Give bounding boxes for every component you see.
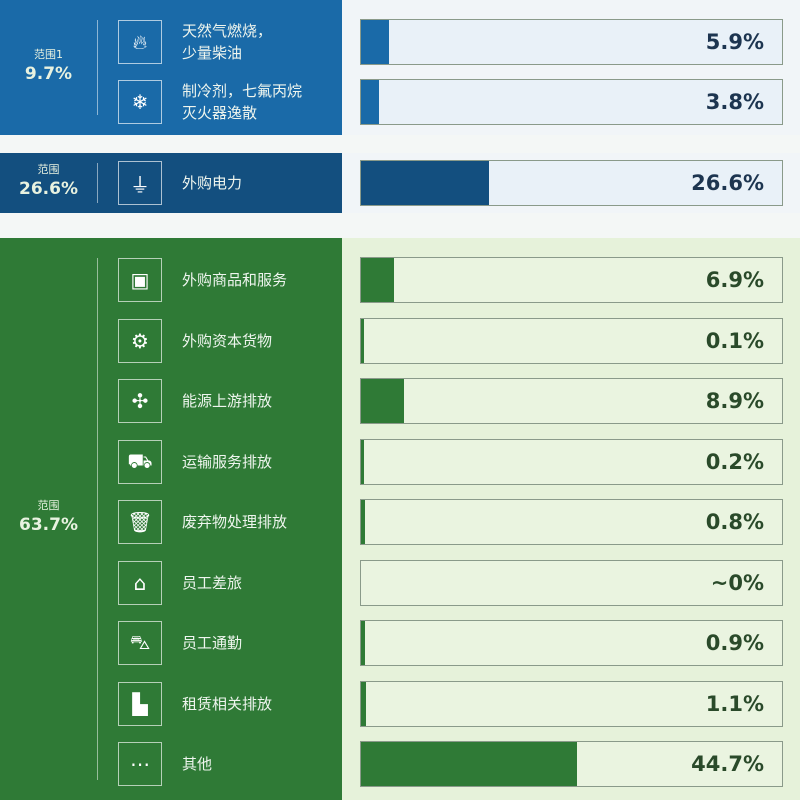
divider xyxy=(97,20,98,115)
scope-section-2: 范围 26.6% ⏚ 外购电力 26.6% xyxy=(0,153,800,213)
data-label: 0.1% xyxy=(705,328,764,353)
bar-track: 0.9% xyxy=(360,620,783,666)
divider xyxy=(97,163,98,203)
bar-track: 0.1% xyxy=(360,318,783,364)
bar-fill xyxy=(361,20,390,64)
bar-fill xyxy=(361,319,364,363)
wind-turbine-icon: ✣ xyxy=(118,379,162,423)
bar-track: 26.6% xyxy=(360,160,783,206)
bar-row: ⏚ 外购电力 26.6% xyxy=(0,158,800,208)
scope-label: 范围 26.6% xyxy=(0,161,97,199)
bar-row: ⛍ 员工通勤 0.9% xyxy=(0,618,800,668)
bar-row: 🗑︎ 废弃物处理排放 0.8% xyxy=(0,497,800,547)
category-label: 废弃物处理排放 xyxy=(182,513,288,531)
data-label: 8.9% xyxy=(705,388,764,413)
scope-value: 26.6% xyxy=(19,179,78,199)
category-label: 天然气燃烧， 少量柴油 xyxy=(182,22,273,62)
bar-track: 5.9% xyxy=(360,19,783,65)
data-label: ~0% xyxy=(710,570,764,595)
scope-panel xyxy=(0,0,342,135)
scope-name: 范围 xyxy=(37,163,60,176)
bar-track: 6.9% xyxy=(360,257,783,303)
bar-fill xyxy=(361,742,577,786)
gears-icon: ⚙ xyxy=(118,319,162,363)
bar-row: ⚙ 外购资本货物 0.1% xyxy=(0,316,800,366)
bar-row: 🔥︎ 天然气燃烧， 少量柴油 5.9% xyxy=(0,17,800,67)
data-label: 6.9% xyxy=(705,267,764,292)
trash-icon: 🗑︎ xyxy=(118,500,162,544)
scope-section-3: 范围 63.7% ▣ 外购商品和服务 6.9% ⚙ 外购资本货物 0.1% ✣ 能源… xyxy=(0,238,800,800)
category-label: 外购电力 xyxy=(182,174,243,192)
category-label: 员工差旅 xyxy=(182,574,243,592)
category-label: 租赁相关排放 xyxy=(182,695,273,713)
data-label: 5.9% xyxy=(705,29,764,54)
bar-track: 3.8% xyxy=(360,79,783,125)
plug-icon: ⏚ xyxy=(118,161,162,205)
bar-fill xyxy=(361,258,395,302)
bar-row: ▙ 租赁相关排放 1.1% xyxy=(0,679,800,729)
bar-track: 44.7% xyxy=(360,741,783,787)
more-icon: ⋯ xyxy=(118,742,162,786)
category-label: 制冷剂，七氟丙烷 灭火器逸散 xyxy=(182,82,303,122)
scope-section-1: 范围1 9.7% 🔥︎ 天然气燃烧， 少量柴油 5.9% ❄ 制冷剂，七氟丙烷 灭… xyxy=(0,0,800,135)
category-label: 员工通勤 xyxy=(182,634,243,652)
bar-track: ~0% xyxy=(360,560,783,606)
bar-fill xyxy=(361,161,490,205)
category-label: 能源上游排放 xyxy=(182,392,273,410)
data-label: 3.8% xyxy=(705,89,764,114)
flame-icon: 🔥︎ xyxy=(118,20,162,64)
bar-row: ⛟ 运输服务排放 0.2% xyxy=(0,437,800,487)
snowflake-icon: ❄ xyxy=(118,80,162,124)
bar-track: 8.9% xyxy=(360,378,783,424)
divider xyxy=(97,258,98,780)
data-label: 0.2% xyxy=(705,449,764,474)
bar-fill xyxy=(361,440,364,484)
bar-row: ▣ 外购商品和服务 6.9% xyxy=(0,255,800,305)
category-label: 运输服务排放 xyxy=(182,453,273,471)
box-icon: ▣ xyxy=(118,258,162,302)
bar-row: ❄ 制冷剂，七氟丙烷 灭火器逸散 3.8% xyxy=(0,77,800,127)
scope-panel xyxy=(0,238,342,800)
car-icon: ⛍ xyxy=(118,621,162,665)
scope-name: 范围 xyxy=(37,499,60,512)
truck-icon: ⛟ xyxy=(118,440,162,484)
bar-row: ⌂ 员工差旅 ~0% xyxy=(0,558,800,608)
scope-name: 范围1 xyxy=(34,47,63,61)
scope-panel xyxy=(0,153,342,213)
scope-value: 63.7% xyxy=(19,515,78,535)
scope-label: 范围 63.7% xyxy=(0,497,97,535)
bar-track: 1.1% xyxy=(360,681,783,727)
scope-value: 9.7% xyxy=(24,63,73,84)
category-label: 外购资本货物 xyxy=(182,332,273,350)
data-label: 44.7% xyxy=(691,751,764,776)
bar-row: ⋯ 其他 44.7% xyxy=(0,739,800,789)
bar-row: ✣ 能源上游排放 8.9% xyxy=(0,376,800,426)
bar-fill xyxy=(361,682,367,726)
bar-fill xyxy=(361,80,380,124)
bar-fill xyxy=(361,500,365,544)
category-label: 其他 xyxy=(182,755,213,773)
data-label: 0.8% xyxy=(705,509,764,534)
bar-track: 0.2% xyxy=(360,439,783,485)
scope-label: 范围1 9.7% xyxy=(0,46,97,84)
data-label: 0.9% xyxy=(705,630,764,655)
data-label: 26.6% xyxy=(691,170,764,195)
bar-track: 0.8% xyxy=(360,499,783,545)
luggage-icon: ⌂ xyxy=(118,561,162,605)
building-icon: ▙ xyxy=(118,682,162,726)
bar-fill xyxy=(361,379,404,423)
category-label: 外购商品和服务 xyxy=(182,271,288,289)
data-label: 1.1% xyxy=(705,691,764,716)
bar-fill xyxy=(361,621,366,665)
